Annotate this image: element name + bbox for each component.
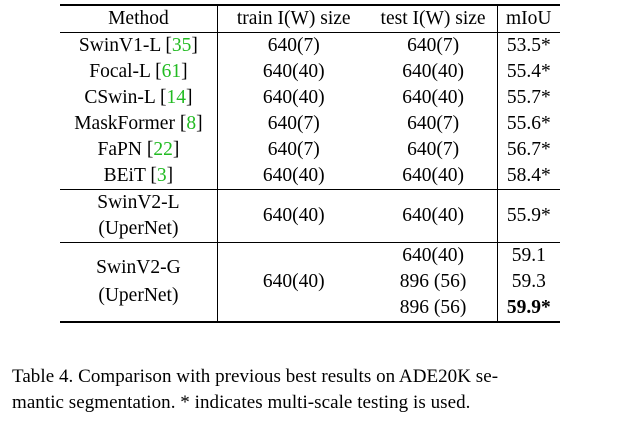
header-train-size: train I(W) size: [217, 4, 370, 33]
method-line2: (UperNet): [98, 285, 179, 306]
train-size-cell: 640(7): [217, 32, 370, 59]
caption-line-2: mantic segmentation. * indicates multi-s…: [12, 392, 471, 413]
table-row-swinv2-g-2: 896 (56) 59.3: [60, 269, 560, 295]
table-row: SwinV1-L [35] 640(7) 640(7) 53.5*: [60, 32, 560, 59]
miou-cell-best: 59.9*: [497, 295, 560, 323]
table-row-swinv2-g-3: 896 (56) 59.9*: [60, 295, 560, 323]
train-size-cell: 640(40): [217, 189, 370, 243]
test-size-cell: 896 (56): [369, 295, 498, 323]
table-row: BEiT [3] 640(40) 640(40) 58.4*: [60, 163, 560, 190]
miou-cell: 53.5*: [497, 32, 560, 59]
train-size-cell: 640(40): [217, 242, 370, 323]
results-table: Method train I(W) size test I(W) size mI…: [60, 4, 560, 323]
test-size-cell: 896 (56): [369, 269, 498, 295]
results-table-container: Method train I(W) size test I(W) size mI…: [60, 4, 560, 323]
caption-line-1: Table 4. Comparison with previous best r…: [12, 366, 499, 387]
miou-cell: 55.6*: [506, 113, 551, 134]
test-size-cell: 640(40): [369, 163, 498, 190]
method-line1: SwinV2-G: [96, 257, 181, 278]
test-size-cell: 640(40): [369, 59, 498, 85]
method-name: CSwin-L: [84, 87, 156, 108]
citation-link[interactable]: 14: [166, 87, 187, 108]
train-size-cell: 640(40): [262, 61, 325, 82]
method-cell: BEiT [3]: [60, 163, 218, 190]
miou-cell: 55.9*: [497, 189, 560, 243]
miou-best-value: 59.9*: [506, 297, 551, 318]
citation-link[interactable]: 61: [161, 61, 182, 82]
method-cell: Focal-L [61]: [60, 59, 218, 85]
citation-link[interactable]: 3: [156, 165, 167, 186]
table-row-swinv2-l-line2: (UperNet): [60, 216, 560, 243]
miou-cell: 56.7*: [506, 139, 551, 160]
table-row: CSwin-L [14] 640(40) 640(40) 55.7*: [60, 85, 560, 111]
train-size-cell: 640(40): [262, 165, 325, 186]
test-size-cell: 640(40): [369, 189, 498, 243]
test-size-cell: 640(40): [369, 242, 498, 269]
method-cell: SwinV1-L [35]: [60, 32, 218, 59]
method-name: SwinV1-L: [78, 35, 161, 56]
citation-link[interactable]: 22: [153, 139, 173, 160]
method-cell: CSwin-L [14]: [60, 85, 218, 111]
method-cell: MaskFormer [8]: [60, 111, 218, 137]
method-name: MaskFormer: [74, 113, 175, 134]
method-name: FaPN: [97, 139, 142, 160]
test-size-cell: 640(7): [369, 137, 498, 163]
method-cell-line2: (UperNet): [60, 216, 218, 243]
miou-cell: 58.4*: [506, 165, 551, 186]
method-cell: FaPN [22]: [60, 137, 218, 163]
header-test-size: test I(W) size: [369, 4, 498, 33]
method-name: Focal-L: [89, 61, 151, 82]
method-cell: SwinV2-G (UperNet): [60, 242, 218, 323]
header-row: Method train I(W) size test I(W) size mI…: [60, 4, 560, 33]
test-size-cell: 640(40): [369, 85, 498, 111]
method-name: BEiT: [103, 165, 146, 186]
miou-cell: 59.1: [497, 242, 560, 269]
citation-link[interactable]: 8: [186, 113, 197, 134]
miou-cell: 55.4*: [506, 61, 551, 82]
test-size-cell: 640(7): [369, 111, 498, 137]
miou-cell: 55.7*: [506, 87, 551, 108]
train-size-cell: 640(7): [267, 113, 320, 134]
table-row-swinv2-g-1: SwinV2-G (UperNet) 640(40) 640(40) 59.1: [60, 242, 560, 323]
method-cell-line1: SwinV2-L: [60, 189, 218, 216]
table-row: FaPN [22] 640(7) 640(7) 56.7*: [60, 137, 560, 163]
miou-cell: 59.3: [511, 271, 546, 292]
header-miou: mIoU: [497, 4, 560, 33]
citation-link[interactable]: 35: [171, 35, 192, 56]
header-method: Method: [60, 4, 218, 33]
train-size-cell: 640(40): [262, 87, 325, 108]
test-size-cell: 640(7): [369, 32, 498, 59]
table-caption: Table 4. Comparison with previous best r…: [12, 364, 608, 416]
table-row: Focal-L [61] 640(40) 640(40) 55.4*: [60, 59, 560, 85]
table-row: MaskFormer [8] 640(7) 640(7) 55.6*: [60, 111, 560, 137]
train-size-cell: 640(7): [267, 139, 320, 160]
table-row-swinv2-l-line1: SwinV2-L 640(40) 640(40) 55.9*: [60, 189, 560, 243]
